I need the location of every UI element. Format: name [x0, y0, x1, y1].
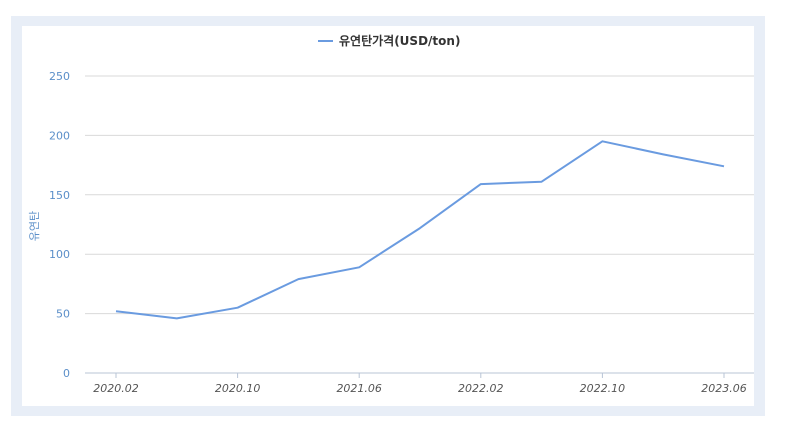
- y-tick-label: 0: [63, 367, 70, 380]
- x-axis-ticks: 2020.02 2020.10 2021.06 2022.02 2022.10 2023.…: [93, 373, 747, 395]
- x-tick-label: 2020.10: [215, 382, 261, 395]
- y-axis-ticks: 0 50 100 150 200 250: [49, 70, 70, 380]
- legend[interactable]: 유연탄가격(USD/ton): [318, 33, 460, 48]
- x-tick-label: 2020.02: [93, 382, 139, 395]
- x-tick-label: 2021.06: [336, 382, 382, 395]
- data-point[interactable]: [540, 180, 544, 184]
- chart-panel: [22, 26, 754, 406]
- series-layer: [114, 139, 726, 320]
- data-point[interactable]: [600, 139, 604, 143]
- data-point[interactable]: [418, 226, 422, 230]
- y-tick-label: 100: [49, 248, 70, 261]
- series-line[interactable]: [115, 140, 725, 320]
- y-tick-label: 150: [49, 189, 70, 202]
- x-tick-label: 2022.10: [580, 382, 626, 395]
- data-point[interactable]: [296, 277, 300, 281]
- x-tick-label: 2022.02: [458, 382, 504, 395]
- legend-label: 유연탄가격(USD/ton): [339, 33, 460, 48]
- y-tick-label: 50: [56, 308, 70, 321]
- data-point[interactable]: [661, 152, 665, 156]
- y-axis-label: 유연탄: [28, 211, 41, 241]
- data-point[interactable]: [357, 265, 361, 269]
- data-point[interactable]: [175, 316, 179, 320]
- data-point[interactable]: [722, 164, 726, 168]
- data-point[interactable]: [479, 182, 483, 186]
- data-point[interactable]: [236, 306, 240, 310]
- y-tick-label: 250: [49, 70, 70, 83]
- y-tick-label: 200: [49, 129, 70, 142]
- data-point[interactable]: [114, 309, 118, 313]
- grid-lines: [85, 75, 754, 315]
- x-tick-label: 2023.06: [701, 382, 747, 395]
